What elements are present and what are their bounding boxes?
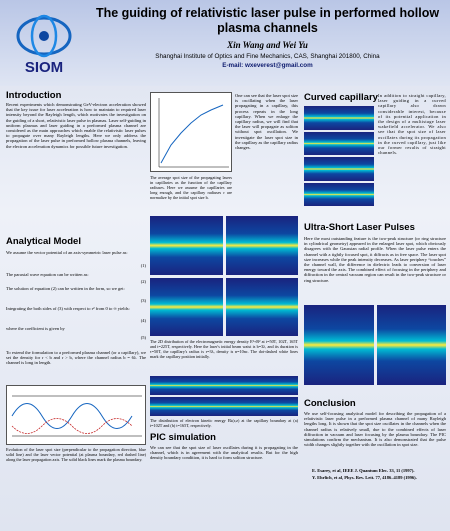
- heading: Introduction: [6, 90, 62, 101]
- paragraph: where the coefficient is given by: [6, 326, 65, 331]
- colormap: [376, 305, 446, 385]
- paragraph: Here the most outstanding feature is the…: [304, 236, 446, 283]
- colormap: [304, 182, 374, 206]
- heading: Conclusion: [304, 398, 356, 409]
- title: The guiding of relativistic laser pulse …: [95, 6, 440, 35]
- affiliation: Shanghai Institute of Optics and Fine Me…: [155, 53, 380, 60]
- paragraph: We assume the vector potential of an axi…: [6, 250, 128, 255]
- authors: Xin Wang and Wei Yu: [227, 40, 308, 50]
- ultra-short-plots: [304, 305, 446, 385]
- colormap: [225, 277, 298, 336]
- paragraph: The solution of equation (2) can be writ…: [6, 286, 125, 291]
- logo-text: SIOM: [25, 59, 63, 76]
- logo: SIOM: [16, 14, 72, 76]
- paragraph: To extend the formulation to a preformed…: [6, 350, 146, 366]
- reference: Y. Ehrlich, et al, Phys. Rev. Lett. 77, …: [312, 475, 417, 480]
- equation-number: (3): [140, 298, 146, 303]
- heading: PIC simulation: [150, 432, 216, 443]
- header-band: [0, 0, 450, 86]
- electron-energy-plots: [150, 376, 298, 416]
- heading: Analytical Model: [6, 236, 81, 247]
- colormap: [225, 216, 298, 275]
- equation-number: (4): [140, 318, 146, 323]
- energy-density-plots: [150, 216, 298, 336]
- paragraph: In addition to straight capillary, laser…: [378, 93, 446, 156]
- caption: Evolution of the laser spot size (perpen…: [6, 447, 146, 462]
- paragraph: We can see that the spot size of laser o…: [150, 445, 298, 461]
- paragraph: Integrating the both sides of (3) with r…: [6, 306, 130, 311]
- paragraph: The paraxial wave equation can be writte…: [6, 272, 89, 277]
- heading: Ultra-Short Laser Pulses: [304, 222, 415, 233]
- equation-number: (1): [140, 263, 146, 268]
- spot-evolution-plot: [6, 385, 146, 445]
- average-spot-plot: [150, 92, 232, 172]
- paragraph: We use self-focusing analytical model fo…: [304, 411, 446, 448]
- colormap: [150, 216, 223, 275]
- caption: The distribution of electron kinetic ene…: [150, 418, 298, 428]
- reference: E. Esarey, et al, IEEE J. Quantum Elec. …: [312, 468, 415, 473]
- heading: Curved capillary: [304, 92, 378, 103]
- paragraph: One can see that the laser spot size is …: [235, 93, 298, 151]
- curved-plots: [304, 106, 374, 206]
- colormap: [304, 157, 374, 181]
- equation-number: (2): [140, 279, 146, 284]
- colormap: [150, 397, 298, 416]
- email: E-mail: wxeverest@gmail.com: [222, 62, 313, 69]
- paragraph: Recent experiments which demonstrating G…: [6, 102, 146, 149]
- colormap: [150, 376, 298, 395]
- caption: The 2D distribution of the electromagnet…: [150, 339, 298, 359]
- equation-number: (5): [140, 335, 146, 340]
- caption: The average spot size of the propagating…: [150, 175, 232, 200]
- colormap: [304, 106, 374, 130]
- colormap: [150, 277, 223, 336]
- colormap: [304, 305, 374, 385]
- colormap: [304, 131, 374, 155]
